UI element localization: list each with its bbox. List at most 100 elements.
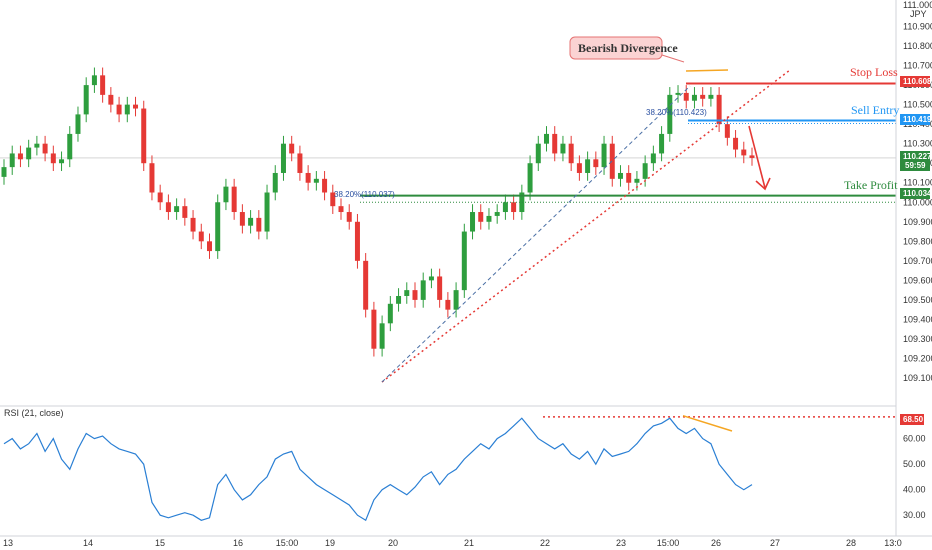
candle-body [379,323,385,349]
candle-body [700,94,706,99]
candle-body [428,276,434,281]
price-tick-label: 110.300 [903,139,932,149]
currency-label: JPY [910,9,927,19]
price-tick-label: 109.800 [903,236,932,246]
candle-body [346,212,352,222]
price-tick-label: 109.500 [903,295,932,305]
time-tick-label: 19 [325,538,335,548]
candle-body [280,143,286,173]
price-tick-label: 109.200 [903,353,932,363]
candle-body [667,94,673,134]
candle-body [478,212,484,222]
callout-pointer [661,54,685,63]
sell-arrow-head [755,177,771,191]
candle-body [585,159,591,173]
price-tag-sell-entry: 110.419 [900,114,932,125]
candle-body [404,290,410,296]
candle-body [716,94,722,125]
countdown-label: 59:59 [905,161,926,170]
candle-body [83,85,89,115]
time-tick-label: 27 [770,538,780,548]
candle-body [100,75,106,95]
candle-body [59,159,65,164]
rsi-tick-label: 50.00 [903,459,926,469]
candle-body [733,137,739,150]
candle-body [182,206,188,218]
candle-body [297,153,303,173]
price-tick-label: 109.100 [903,373,932,383]
candle-body [338,206,344,213]
candle-body [387,303,393,324]
candle-body [749,155,755,158]
candle-body [535,143,541,164]
take-profit-label: Take Profit [844,178,898,192]
candle-body [289,143,295,154]
candle-body [174,206,180,213]
candle-body [601,143,607,168]
candle-body [231,186,237,213]
time-tick-label: 15:00 [657,538,680,548]
candle-body [354,221,360,261]
time-tick-label: 16 [233,538,243,548]
time-tick-label: 13:0 [884,538,902,548]
candle-body [264,192,270,232]
candle-body [486,215,492,222]
candle-body [256,217,262,232]
candle-body [215,202,221,252]
candle-body [305,172,311,183]
candle-body [42,143,48,154]
time-tick-label: 23 [616,538,626,548]
candle-body [470,212,476,232]
candle-body [626,172,632,183]
rsi-tick-label: 40.00 [903,485,926,495]
candle-body [650,153,656,164]
rsi-panel [3,414,896,522]
candle-body [108,94,114,105]
candle-body [116,104,122,115]
time-tick-label: 13 [3,538,13,548]
bearish-divergence-callout: Bearish Divergence [569,36,685,63]
candle-body [527,163,533,193]
candle-body [91,75,97,86]
rsi-label: RSI (21, close) [4,408,64,418]
time-tick-label: 22 [540,538,550,548]
price-tick-label: 109.300 [903,334,932,344]
candle-body [502,202,508,213]
time-tick-label: 28 [846,538,856,548]
price-tick-label: 109.600 [903,275,932,285]
candle-body [190,217,196,232]
candle-body [149,163,155,193]
candle-body [683,92,689,101]
fib-upper-label: 38.20%(110.423) [646,108,707,117]
price-tag-stop-loss: 110.608 [900,76,932,87]
blue-trendline [381,85,691,383]
price-tick-label: 110.700 [903,61,932,71]
time-tick-label: 20 [388,538,398,548]
candle-body [708,94,714,99]
candle-body [124,104,130,115]
bearish-divergence-label: Bearish Divergence [578,41,678,55]
divergence-line-price [685,69,729,72]
candle-body [165,202,171,213]
candle-body [396,295,402,304]
candle-body [75,114,81,134]
candle-body [9,153,15,168]
fib-lower-label: 38.20%(110.037) [334,190,395,199]
svg-text:68.50: 68.50 [903,415,924,424]
candle-body [17,153,23,160]
candle-body [494,212,500,216]
candle-body [461,231,467,291]
rsi-line [3,417,753,522]
candle-body [363,260,369,310]
candle-body [675,92,681,95]
price-tick-label: 110.900 [903,22,932,32]
candle-body [239,212,245,226]
callout-box [569,36,663,60]
rsi-tick-label: 60.00 [903,434,926,444]
candles [1,67,755,357]
time-tick-label: 26 [711,538,721,548]
candle-body [617,172,623,179]
candle-body [1,167,7,177]
candle-body [576,163,582,173]
